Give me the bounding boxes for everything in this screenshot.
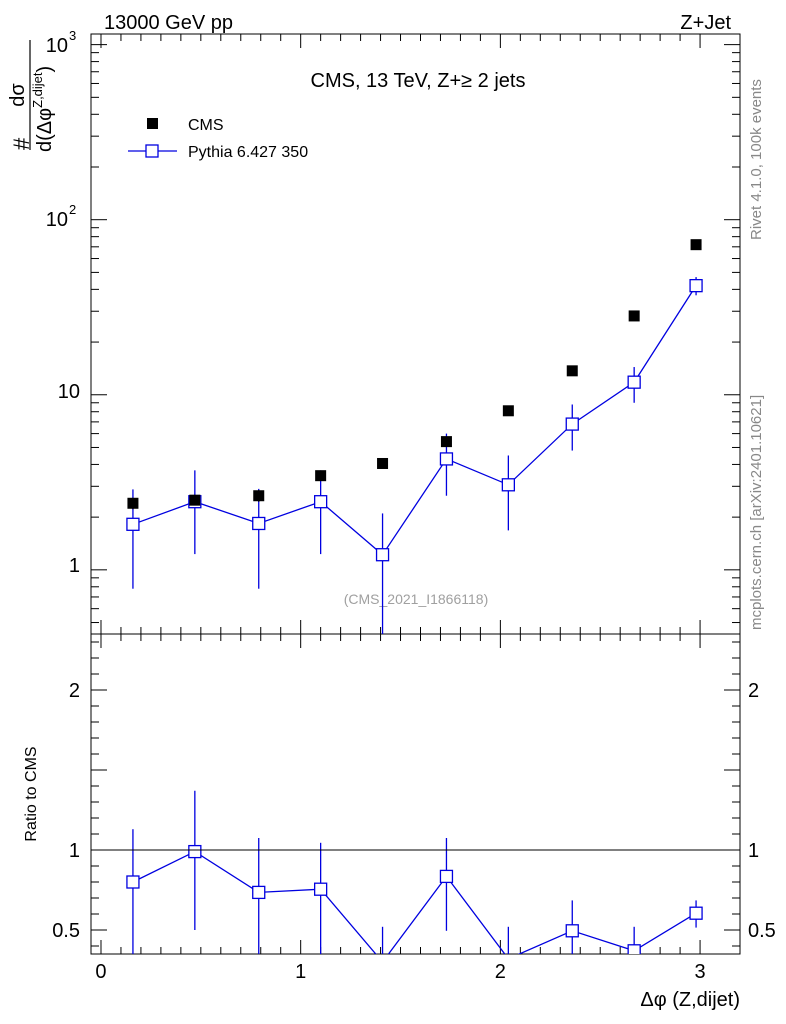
y-label-denominator-lead: d(Δφ — [34, 108, 56, 152]
ratio-axis-ticks — [91, 634, 740, 954]
main-y-tick-label-1000: 10 — [46, 35, 68, 57]
cms-point — [189, 494, 201, 506]
ratio-data-series — [126, 790, 703, 954]
ratio-y-tick-labels-left: 0.5 1 2 — [52, 680, 80, 942]
main-y-tick-label-100: 10 — [46, 209, 68, 231]
mcplots-url-label: mcplots.cern.ch [arXiv:2401.10621] — [748, 395, 765, 630]
cms-point — [628, 310, 640, 322]
ratio-point — [188, 844, 202, 859]
ratio-y-tick-label-1: 1 — [69, 840, 80, 862]
ratio-panel-frame — [90, 633, 741, 955]
ratio-point — [126, 875, 140, 889]
pythia-point — [439, 452, 454, 466]
x-tick-labels: 0 1 2 3 — [95, 961, 705, 983]
cms-point — [502, 405, 514, 417]
legend-cms-marker — [147, 118, 158, 129]
analysis-watermark: (CMS_2021_I1866118) — [344, 591, 489, 607]
pythia-line — [132, 285, 697, 556]
main-y-tick-labels: 1 10 10 2 10 3 — [46, 28, 80, 577]
cms-point — [566, 365, 578, 377]
pythia-point — [627, 375, 641, 389]
ratio-point — [439, 869, 454, 884]
cms-point — [440, 436, 452, 448]
cms-point — [377, 457, 389, 469]
main-axis-ticks — [91, 34, 740, 634]
y-label-numerator: dσ — [7, 83, 29, 107]
ratio-y-axis-label: Ratio to CMS — [23, 746, 40, 841]
ratio-y-tick-label-right-0.5: 0.5 — [748, 920, 776, 942]
y-label-denominator: d(ΔφZ,dijet) — [30, 66, 56, 152]
pythia-point — [501, 478, 516, 492]
header-energy-label: 13000 GeV pp — [104, 12, 233, 34]
main-y-tick-label-100-exp: 2 — [69, 202, 76, 217]
ratio-y-tick-label-right-2: 2 — [748, 680, 759, 702]
ratio-point — [313, 882, 328, 896]
ratio-y-tick-labels-right: 0.5 1 2 — [748, 680, 776, 942]
y-label-denominator-sup: Z,dijet — [30, 72, 45, 108]
legend-pythia-label: Pythia 6.427 350 — [188, 144, 308, 161]
pythia-point — [252, 516, 266, 531]
legend: CMS Pythia 6.427 350 — [128, 117, 308, 161]
y-label-prefix: # — [9, 137, 34, 150]
pythia-point — [313, 495, 328, 509]
main-y-tick-label-1000-exp: 3 — [69, 28, 76, 43]
main-y-tick-label-10: 10 — [58, 381, 80, 403]
cms-point — [315, 470, 327, 482]
main-data-series — [126, 239, 703, 634]
main-y-axis-label: # dσ d(ΔφZ,dijet) — [7, 40, 56, 152]
ratio-y-tick-label-2: 2 — [69, 680, 80, 702]
pythia-point — [126, 517, 140, 531]
ratio-point — [565, 924, 579, 938]
header-process-label: Z+Jet — [680, 12, 731, 34]
ratio-point — [252, 885, 266, 900]
ratio-point — [627, 944, 641, 954]
x-tick-label-2: 2 — [495, 961, 506, 983]
rivet-version-label: Rivet 4.1.0, 100k events — [748, 79, 765, 240]
cms-point — [253, 490, 265, 502]
x-axis-label: Δφ (Z,dijet) — [640, 989, 740, 1011]
ratio-clipped-group — [126, 790, 703, 954]
ratio-y-tick-label-0.5: 0.5 — [52, 920, 80, 942]
x-tick-label-1: 1 — [295, 961, 306, 983]
ratio-point — [689, 906, 703, 920]
pythia-point — [375, 548, 390, 562]
y-label-denominator-close: ) — [34, 66, 56, 73]
pythia-point — [565, 417, 579, 431]
cms-point — [690, 239, 702, 251]
cms-point — [127, 497, 139, 509]
x-tick-label-3: 3 — [694, 961, 705, 983]
main-y-tick-label-1: 1 — [69, 555, 80, 577]
ratio-y-tick-label-right-1: 1 — [748, 840, 759, 862]
ratio-line — [132, 850, 697, 954]
x-tick-label-0: 0 — [95, 961, 106, 983]
legend-cms-label: CMS — [188, 117, 224, 134]
pythia-point — [689, 279, 703, 293]
legend-pythia-marker — [145, 144, 159, 158]
main-chart-title: CMS, 13 TeV, Z+≥ 2 jets — [311, 70, 526, 92]
